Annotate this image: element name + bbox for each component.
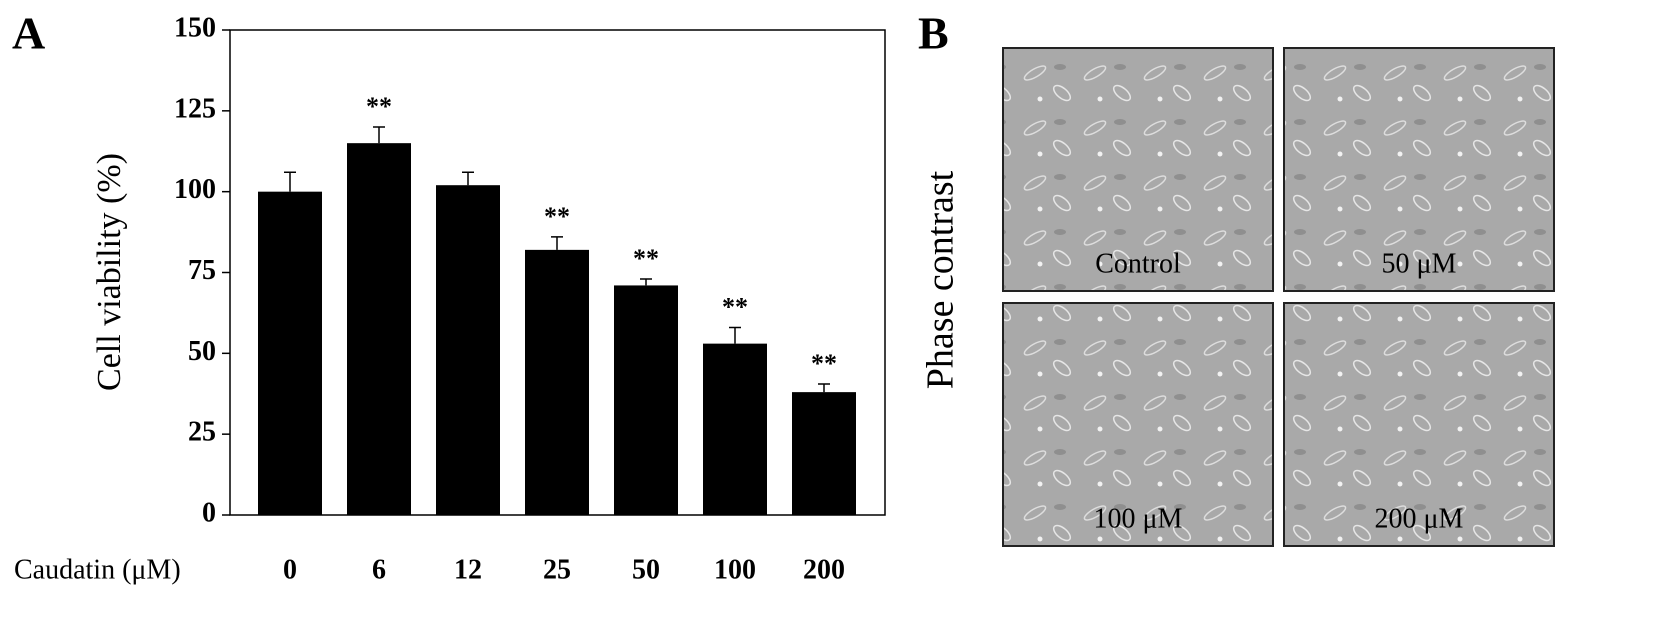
y-tick-label: 150 bbox=[174, 12, 216, 43]
bar bbox=[792, 392, 856, 515]
bar bbox=[347, 143, 411, 515]
micrograph-label: 200 μM bbox=[1375, 503, 1464, 534]
micrograph bbox=[1002, 302, 1274, 547]
micrograph bbox=[1002, 47, 1274, 292]
image-y-label: Phase contrast bbox=[920, 170, 962, 389]
y-axis-label: Cell viability (%) bbox=[91, 153, 128, 391]
significance-label: ** bbox=[811, 349, 837, 378]
bar bbox=[436, 185, 500, 515]
micrograph-label: 100 μM bbox=[1094, 503, 1183, 534]
error-bar bbox=[818, 383, 830, 393]
x-tick-label: 200 bbox=[803, 554, 845, 585]
panel-label: A bbox=[12, 8, 45, 59]
bar bbox=[614, 285, 678, 515]
x-tick-label: 6 bbox=[372, 554, 386, 585]
micrograph bbox=[1283, 47, 1555, 292]
error-bar bbox=[551, 236, 563, 250]
bar bbox=[258, 191, 322, 515]
x-tick-label: 100 bbox=[714, 554, 756, 585]
error-bar bbox=[729, 326, 741, 344]
x-axis-label: Caudatin (μM) bbox=[14, 554, 181, 585]
y-tick-label: 75 bbox=[188, 255, 216, 286]
x-tick-label: 12 bbox=[454, 554, 482, 585]
significance-label: ** bbox=[633, 244, 659, 273]
x-tick-label: 0 bbox=[283, 554, 297, 585]
micrograph bbox=[1283, 302, 1555, 547]
micrograph-label: 50 μM bbox=[1382, 248, 1457, 279]
error-bar bbox=[462, 171, 474, 186]
bar bbox=[703, 343, 767, 515]
x-tick-label: 25 bbox=[543, 554, 571, 585]
y-tick-label: 25 bbox=[188, 417, 216, 448]
significance-label: ** bbox=[366, 92, 392, 121]
y-tick-label: 50 bbox=[188, 336, 216, 367]
error-bar bbox=[373, 126, 385, 144]
bar bbox=[525, 249, 589, 515]
bar-chart: 0 25 50 75 100 125 150 0 6 ** 12 25 ** 50 ** 100 ** 200 ** bbox=[174, 12, 856, 585]
significance-label: ** bbox=[544, 202, 570, 231]
y-tick-label: 100 bbox=[174, 174, 216, 205]
y-tick-label: 0 bbox=[202, 497, 216, 528]
y-tick-label: 125 bbox=[174, 93, 216, 124]
error-bar bbox=[640, 278, 652, 286]
micrograph-label: Control bbox=[1095, 248, 1181, 279]
panel-label: B bbox=[918, 8, 949, 59]
error-bar bbox=[284, 171, 296, 192]
micrographs: Control 50 μM 100 μM 200 μM bbox=[1002, 47, 1555, 547]
significance-label: ** bbox=[722, 292, 748, 321]
x-tick-label: 50 bbox=[632, 554, 660, 585]
